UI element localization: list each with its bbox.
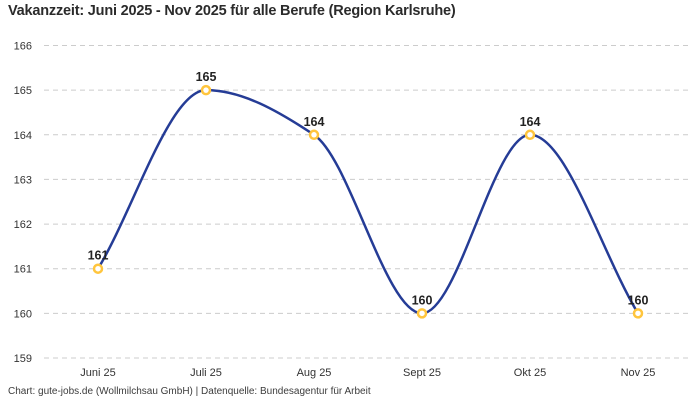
- x-tick-label: Sept 25: [403, 367, 441, 379]
- x-tick-label: Juli 25: [190, 367, 222, 379]
- y-tick-label: 161: [14, 264, 32, 276]
- y-tick-label: 159: [14, 353, 32, 365]
- y-tick-label: 164: [14, 130, 32, 142]
- x-tick-label: Nov 25: [621, 367, 656, 379]
- series-line: [96, 88, 640, 315]
- y-tick-label: 165: [14, 85, 32, 97]
- data-point-marker[interactable]: [92, 263, 104, 274]
- data-point-label: 161: [88, 249, 109, 263]
- chart-footer: Chart: gute-jobs.de (Wollmilchsau GmbH) …: [8, 386, 371, 397]
- data-point-label: 160: [628, 293, 649, 307]
- data-point-marker[interactable]: [200, 84, 212, 96]
- data-point-marker[interactable]: [524, 129, 536, 141]
- data-point-marker[interactable]: [308, 129, 320, 141]
- y-tick-label: 166: [14, 41, 32, 53]
- data-point-label: 164: [304, 115, 325, 129]
- chart-title: Vakanzzeit: Juni 2025 - Nov 2025 für all…: [8, 3, 456, 19]
- x-tick-label: Aug 25: [297, 367, 332, 379]
- data-point-marker[interactable]: [632, 308, 644, 319]
- x-tick-label: Juni 25: [80, 367, 115, 379]
- data-point-label: 164: [520, 115, 541, 129]
- y-tick-label: 163: [14, 174, 32, 186]
- y-tick-label: 162: [14, 219, 32, 231]
- y-tick-label: 160: [14, 308, 32, 320]
- data-point-label: 165: [196, 70, 217, 84]
- data-point-marker[interactable]: [416, 308, 428, 319]
- data-point-label: 160: [412, 293, 433, 307]
- x-tick-label: Okt 25: [514, 367, 546, 379]
